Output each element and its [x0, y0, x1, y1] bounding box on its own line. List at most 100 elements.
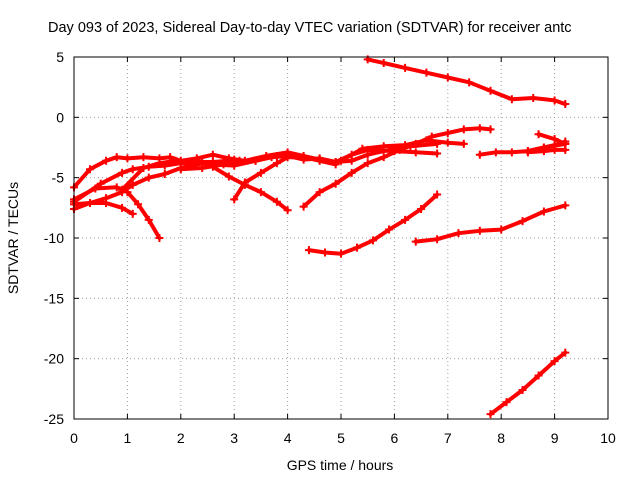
- data-point: [299, 153, 308, 162]
- y-tick-label: -20: [44, 351, 64, 367]
- data-point: [256, 188, 265, 197]
- data-point: [422, 136, 431, 145]
- data-point: [230, 195, 239, 204]
- series-line: [488, 350, 568, 417]
- data-point: [86, 199, 95, 208]
- data-point: [475, 226, 484, 235]
- data-point: [118, 168, 127, 177]
- data-point: [550, 357, 559, 366]
- x-tick-label: 2: [177, 430, 185, 446]
- data-point: [192, 156, 201, 165]
- data-point: [320, 248, 329, 257]
- data-point: [315, 156, 324, 165]
- data-point: [187, 157, 196, 166]
- data-point: [86, 165, 95, 174]
- data-point: [539, 147, 548, 156]
- data-point: [337, 156, 345, 165]
- data-point: [401, 63, 410, 72]
- data-point: [283, 206, 292, 215]
- axis-ticks: 0 1 2 3 4 5 6 7 8 9 10 5 0 -5 -10 -15 -20 -25: [44, 49, 616, 446]
- data-point: [219, 160, 228, 169]
- data-point: [315, 188, 324, 197]
- data-point: [208, 150, 217, 159]
- data-point: [497, 225, 506, 234]
- data-point: [160, 170, 169, 179]
- series-line: [525, 147, 568, 155]
- x-tick-label: 5: [337, 430, 345, 446]
- data-point: [561, 145, 570, 154]
- x-tick-label: 4: [284, 430, 292, 446]
- data-point: [224, 172, 233, 181]
- data-point: [502, 398, 511, 407]
- y-axis-label: SDTVAR / TECUs: [5, 182, 21, 294]
- data-point: [331, 179, 340, 188]
- data-point: [385, 225, 394, 234]
- x-axis-label: GPS time / hours: [287, 457, 394, 473]
- data-point: [507, 148, 516, 157]
- series-track-11: [337, 136, 468, 165]
- data-point: [139, 164, 148, 173]
- data-point: [454, 229, 463, 238]
- data-point: [459, 139, 468, 148]
- data-point: [561, 137, 570, 146]
- x-tick-label: 6: [391, 430, 399, 446]
- data-point: [123, 154, 132, 163]
- data-point: [128, 165, 137, 174]
- data-point: [411, 237, 420, 246]
- data-point: [422, 68, 431, 77]
- data-point: [347, 156, 356, 165]
- data-point: [102, 156, 111, 165]
- x-tick-label: 0: [70, 430, 78, 446]
- data-point: [272, 159, 281, 168]
- data-point: [235, 156, 244, 165]
- data-point: [128, 180, 137, 189]
- data-point: [256, 168, 265, 177]
- data-point: [155, 159, 164, 168]
- y-tick-label: -5: [52, 170, 65, 186]
- data-point: [443, 138, 452, 147]
- data-point: [561, 100, 570, 109]
- chart-title: Day 093 of 2023, Sidereal Day-to-day VTE…: [48, 20, 572, 36]
- data-point: [176, 165, 185, 174]
- data-point: [475, 150, 484, 159]
- data-point: [491, 148, 500, 157]
- x-tick-label: 10: [600, 430, 616, 446]
- x-tick-label: 8: [497, 430, 505, 446]
- data-point: [433, 149, 442, 158]
- data-point: [353, 243, 362, 252]
- data-point: [134, 200, 143, 209]
- data-point: [144, 215, 153, 224]
- data-point: [112, 153, 121, 162]
- series-track-12: [304, 190, 442, 258]
- x-tick-label: 7: [444, 430, 452, 446]
- data-point: [144, 173, 153, 182]
- data-point: [251, 156, 260, 165]
- data-point: [518, 386, 527, 395]
- data-point: [299, 202, 308, 211]
- x-tick-label: 1: [124, 430, 132, 446]
- data-point: [529, 94, 538, 103]
- data-point: [411, 148, 420, 157]
- data-point: [363, 159, 372, 168]
- data-point: [171, 156, 180, 165]
- data-point: [433, 190, 442, 199]
- data-point: [417, 205, 426, 214]
- data-point: [507, 95, 516, 104]
- data-point: [379, 153, 388, 162]
- data-point: [550, 145, 559, 154]
- y-tick-label: 5: [56, 49, 64, 65]
- data-point: [523, 148, 532, 157]
- data-point: [534, 130, 543, 139]
- data-point: [337, 249, 345, 258]
- data-point: [118, 185, 127, 194]
- data-point: [369, 236, 378, 245]
- data-point: [128, 209, 137, 218]
- data-point: [139, 153, 148, 162]
- y-tick-label: -10: [44, 230, 64, 246]
- data-point: [358, 144, 367, 153]
- data-point: [433, 235, 442, 244]
- data-point: [401, 215, 410, 224]
- data-point: [401, 141, 410, 150]
- data-point: [304, 246, 313, 255]
